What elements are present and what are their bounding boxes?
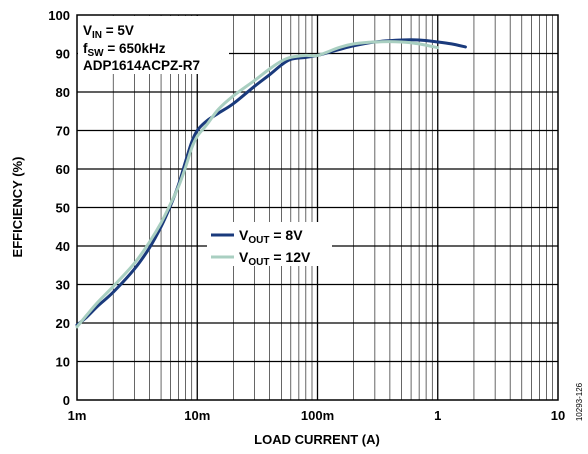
y-tick-label: 60 [56,162,70,177]
y-tick-label: 50 [56,201,70,216]
x-tick-labels: 1m 10m 100m 1 10 [68,408,566,423]
y-tick-label: 90 [56,47,70,62]
x-tick-label: 1 [434,408,441,423]
y-tick-label: 100 [48,8,70,23]
y-tick-labels: 0 10 20 30 40 50 60 70 80 90 100 [48,8,70,408]
y-tick-label: 80 [56,85,70,100]
plot-frame [76,14,559,401]
y-tick-label: 40 [56,239,70,254]
y-tick-label: 70 [56,124,70,139]
major-gridlines [77,15,558,400]
y-tick-label: 10 [56,355,70,370]
x-axis-label: LOAD CURRENT (A) [254,432,380,447]
y-axis-label: EFFICIENCY (%) [10,157,25,258]
x-tick-label: 100m [301,408,334,423]
series-line-1 [75,38,467,327]
series-layer [75,38,467,329]
x-tick-label: 1m [68,408,87,423]
x-tick-label: 10m [184,408,210,423]
annotation-box [78,16,229,74]
legend-label-series-1: VOUT = 8V [239,227,303,246]
x-tick-label: 10 [551,408,565,423]
y-tick-label: 20 [56,316,70,331]
y-tick-label: 0 [63,393,70,408]
figure-id: 10293-126 [575,382,584,421]
legend-box [207,222,332,266]
legend-label-series-2: VOUT = 12V [239,249,311,268]
part-number-annotation: ADP1614ACPZ-R7 [83,58,200,73]
vin-annotation: VIN = 5V [83,23,134,41]
y-tick-label: 30 [56,278,70,293]
series-line-2 [75,40,440,329]
fsw-annotation: fSW = 650kHz [83,41,166,59]
